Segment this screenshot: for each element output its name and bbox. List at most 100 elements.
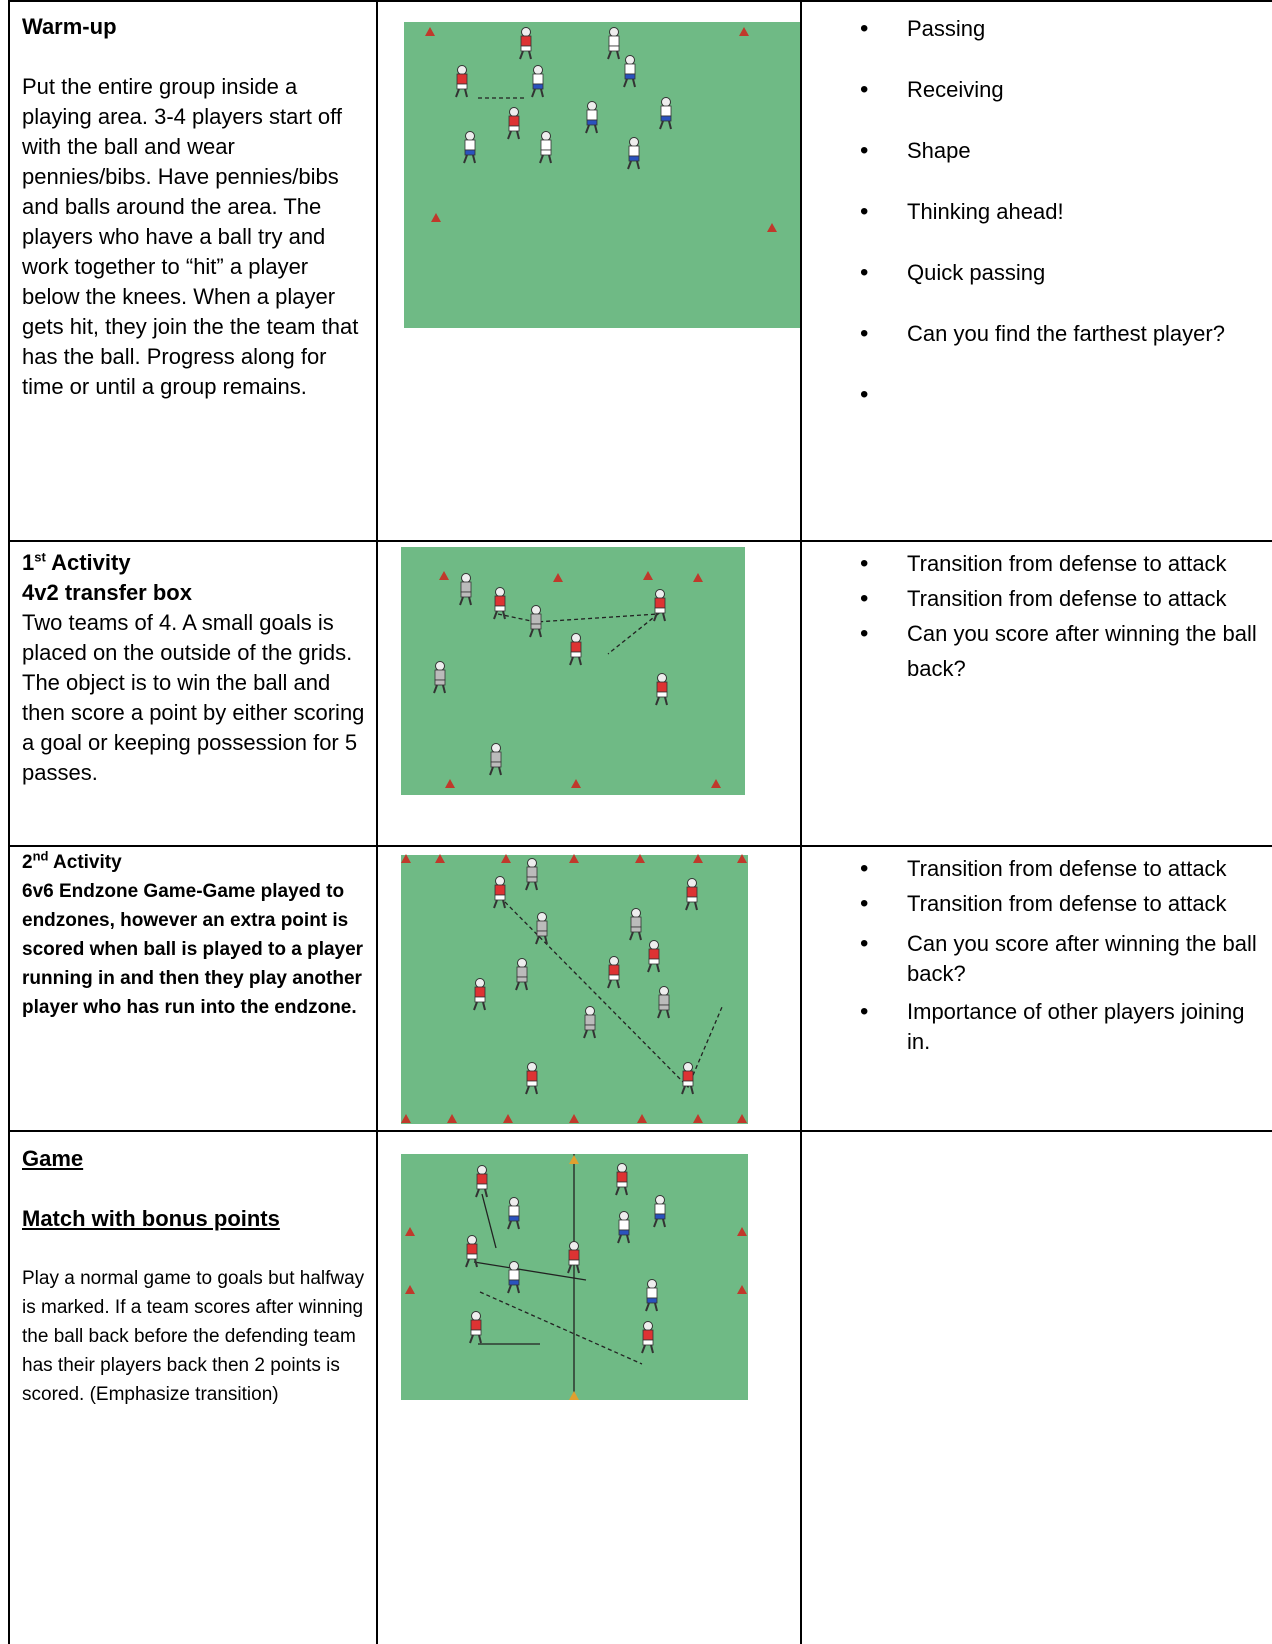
player-shorts: [470, 1329, 482, 1336]
cone: [569, 1391, 579, 1400]
row-left: Warm-up Put the entire group inside a pl…: [8, 0, 376, 540]
cone: [439, 571, 449, 580]
player-legs: [585, 124, 598, 134]
diagram-cell: [376, 845, 800, 1130]
bullet-list: Transition from defense to attack Transi…: [802, 851, 1272, 1057]
cone: [445, 779, 455, 788]
player-shirt: [608, 964, 620, 976]
player-shirt: [584, 1014, 596, 1026]
player-legs: [607, 50, 620, 60]
bullet: Importance of other players joining in.: [802, 997, 1272, 1057]
player-shorts: [646, 1297, 658, 1304]
player-legs: [515, 981, 528, 991]
player-legs: [463, 154, 476, 164]
player-head: [527, 858, 537, 868]
heading: Warm-up: [22, 14, 117, 39]
player-shorts: [466, 1253, 478, 1260]
cone: [637, 1114, 647, 1123]
player-head: [625, 55, 635, 65]
player-legs: [657, 1009, 670, 1019]
player-shorts: [540, 149, 552, 156]
player-shorts: [494, 605, 506, 612]
player-head: [629, 137, 639, 147]
player-shorts: [628, 155, 640, 162]
player-legs: [459, 596, 472, 606]
player-head: [435, 661, 445, 671]
player-shirt: [526, 866, 538, 878]
description: Play a normal game to goals but halfway …: [22, 1268, 365, 1405]
bullet: Passing: [802, 14, 1272, 44]
player-legs: [473, 1001, 486, 1011]
player-shorts: [584, 1024, 596, 1031]
cone: [503, 1114, 513, 1123]
diagram-cell: [376, 1130, 800, 1644]
row-left: 2nd Activity 6v6 Endzone Game-Game playe…: [8, 845, 376, 1130]
player-head: [465, 131, 475, 141]
cone: [767, 223, 777, 232]
player-head: [471, 1311, 481, 1321]
diagram: [404, 22, 802, 328]
player-shirt: [586, 109, 598, 121]
cone: [643, 571, 653, 580]
bullet: Can you score after winning the ball bac…: [802, 929, 1272, 989]
player-head: [655, 1195, 665, 1205]
player-shirt: [654, 597, 666, 609]
cone: [405, 1227, 415, 1236]
row-left: Game Match with bonus points Play a norm…: [8, 1130, 376, 1644]
player-head: [687, 878, 697, 888]
player-head: [569, 1241, 579, 1251]
diagram: [401, 1154, 748, 1400]
cone: [569, 854, 579, 863]
player-shorts: [642, 1339, 654, 1346]
cone: [405, 1285, 415, 1294]
player-shirt: [464, 139, 476, 151]
player-shirt: [616, 1171, 628, 1183]
player-head: [571, 633, 581, 643]
player-head: [541, 131, 551, 141]
player-shorts: [608, 974, 620, 981]
player-shorts: [618, 1229, 630, 1236]
heading-sup: nd: [32, 848, 49, 864]
player-legs: [641, 1344, 654, 1354]
cone: [569, 1114, 579, 1123]
cone: [425, 27, 435, 36]
player-shorts: [526, 1080, 538, 1087]
player-head: [491, 743, 501, 753]
row-right: Passing Receiving Shape Thinking ahead! …: [800, 0, 1272, 540]
player-legs: [493, 899, 506, 909]
row-right: Transition from defense to attack Transi…: [800, 540, 1272, 845]
cone: [635, 854, 645, 863]
cone: [711, 779, 721, 788]
bullet: Transition from defense to attack: [802, 851, 1272, 886]
player-head: [647, 1279, 657, 1289]
player-shorts: [532, 83, 544, 90]
diagram: [401, 854, 748, 1124]
bullet: Transition from defense to attack: [802, 546, 1272, 581]
player-shirt: [494, 884, 506, 896]
player-shorts: [654, 607, 666, 614]
player-head: [509, 1197, 519, 1207]
player-shorts: [570, 651, 582, 658]
player-shorts: [508, 1279, 520, 1286]
player-legs: [519, 50, 532, 60]
player-shorts: [464, 149, 476, 156]
player-legs: [659, 120, 672, 130]
player-shirt: [460, 581, 472, 593]
player-head: [517, 958, 527, 968]
player-legs: [629, 931, 642, 941]
player-shorts: [682, 1080, 694, 1087]
player-shirt: [466, 1243, 478, 1255]
player-head: [533, 65, 543, 75]
bullet: Can you find the farthest player?: [802, 319, 1272, 349]
player-legs: [645, 1302, 658, 1312]
cone: [431, 213, 441, 222]
player-legs: [647, 963, 660, 973]
player-legs: [681, 1085, 694, 1095]
player-head: [585, 1006, 595, 1016]
player-shirt: [568, 1249, 580, 1261]
player-legs: [507, 130, 520, 140]
player-shirt: [434, 669, 446, 681]
bullet: Thinking ahead!: [802, 197, 1272, 227]
run-line: [481, 1193, 497, 1249]
player-head: [457, 65, 467, 75]
